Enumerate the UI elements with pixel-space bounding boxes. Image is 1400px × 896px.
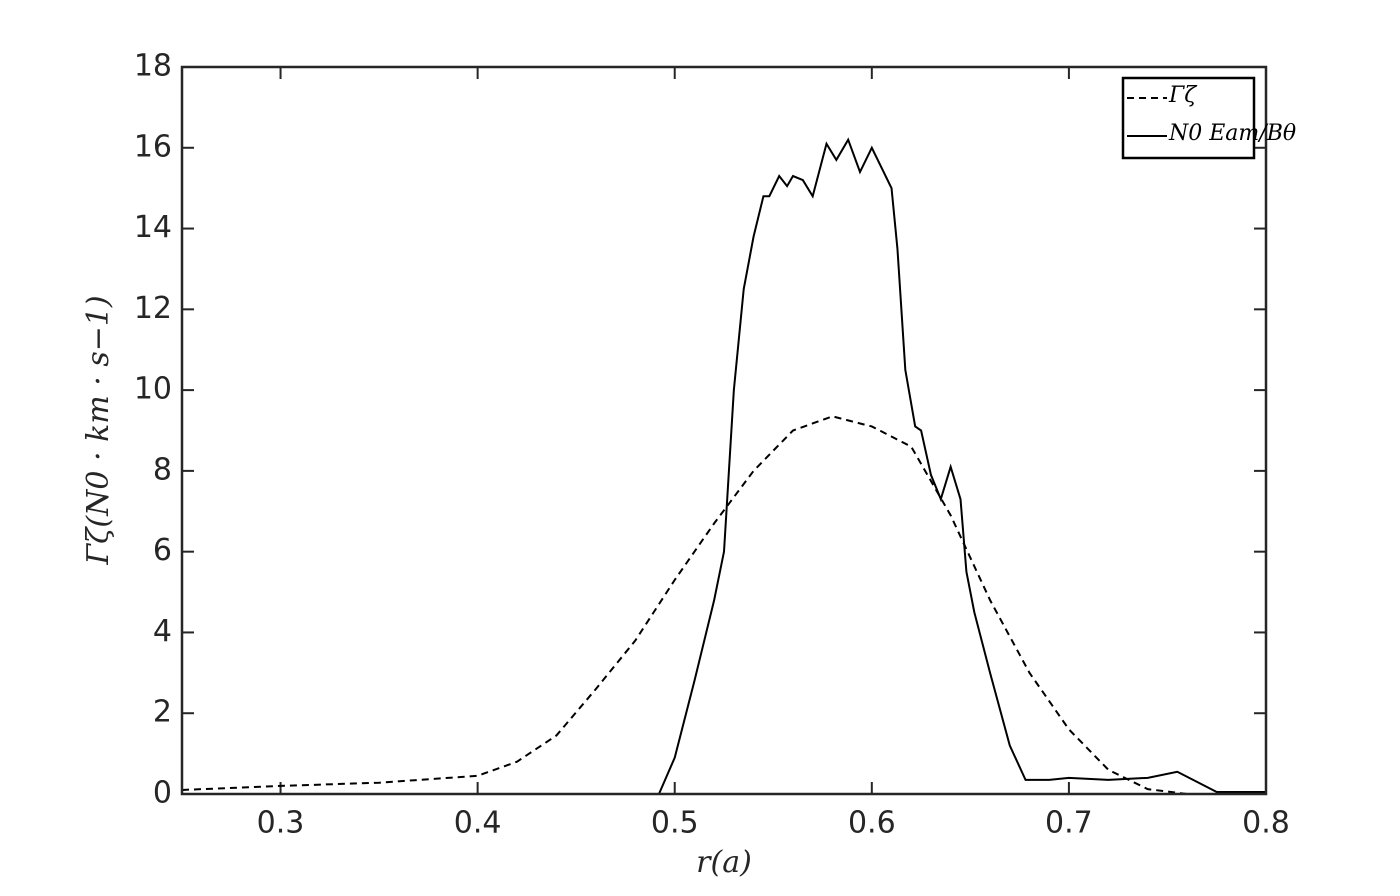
y-tick-label: 8	[153, 452, 172, 487]
x-tick-label: 0.8	[1242, 806, 1290, 841]
x-axis-label: r(a)	[696, 845, 752, 880]
y-tick-label: 18	[134, 49, 172, 84]
x-tick-label: 0.3	[257, 806, 305, 841]
y-tick-label: 6	[153, 533, 172, 568]
y-axis-label: Γζ(N0 · km · s−1)	[81, 295, 116, 565]
legend-label: N0 Eam/Bθ	[1168, 121, 1296, 146]
x-tick-label: 0.4	[454, 806, 502, 841]
x-tick-label: 0.7	[1045, 806, 1093, 841]
x-tick-label: 0.5	[651, 806, 699, 841]
y-tick-label: 2	[153, 695, 172, 730]
line-series	[658, 137, 1266, 795]
line-series	[181, 415, 1266, 795]
y-tick-label: 16	[134, 129, 172, 164]
x-tick-label: 0.6	[848, 806, 896, 841]
y-tick-label: 10	[134, 372, 172, 407]
y-tick-label: 0	[153, 776, 172, 811]
legend-box	[1121, 76, 1256, 160]
y-tick-label: 12	[134, 291, 172, 326]
y-tick-label: 4	[153, 614, 172, 649]
legend-label: Γζ	[1168, 83, 1198, 108]
y-tick-label: 14	[134, 210, 172, 245]
plot-frame	[180, 65, 1268, 796]
